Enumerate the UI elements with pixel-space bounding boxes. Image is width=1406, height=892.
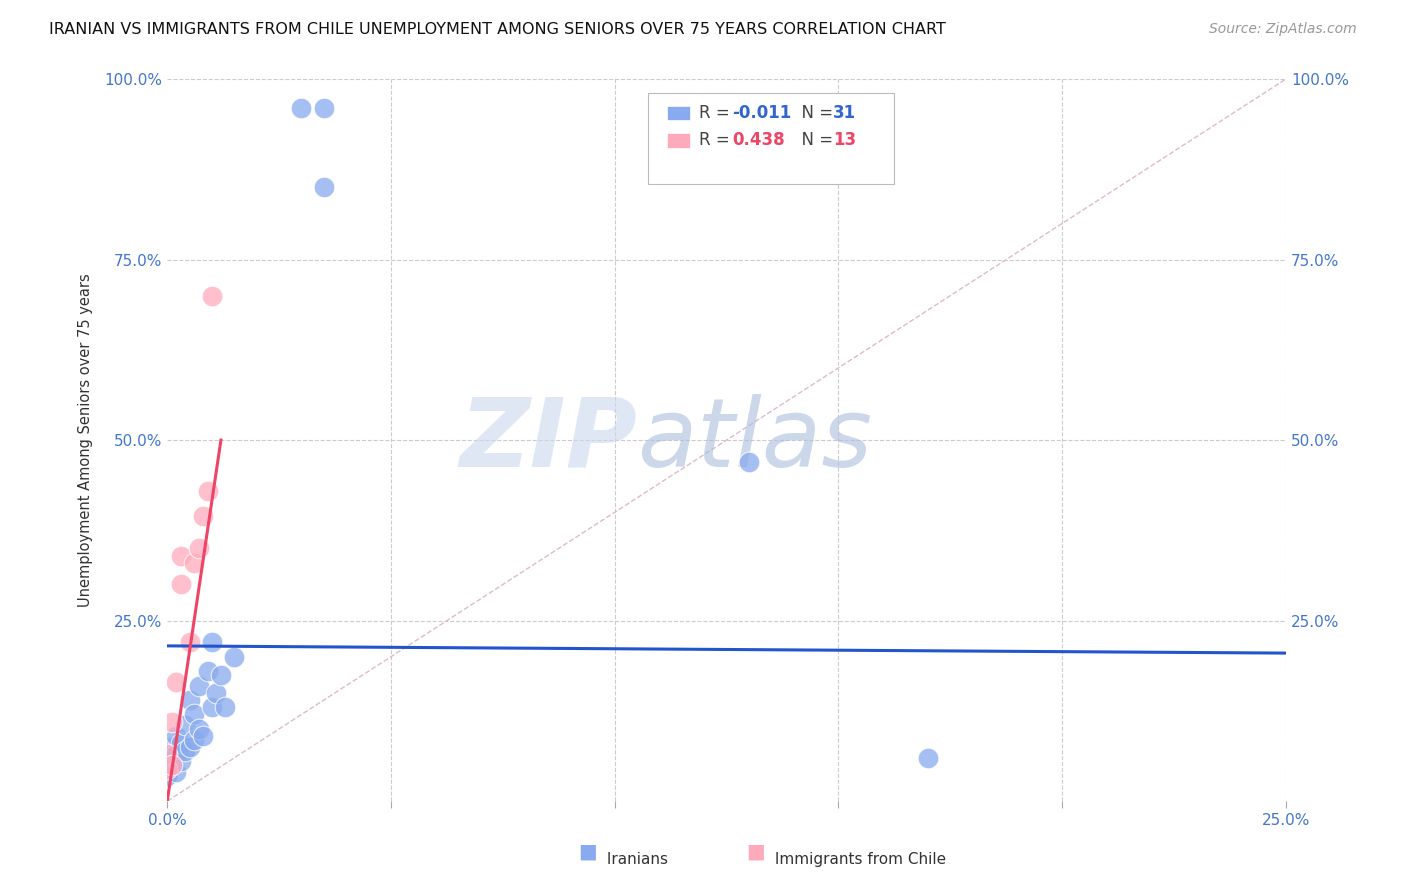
Point xyxy=(191,729,214,743)
Point xyxy=(205,686,228,700)
Point xyxy=(160,758,183,772)
Point xyxy=(156,769,179,783)
Point xyxy=(197,664,219,678)
Text: ▪: ▪ xyxy=(576,838,598,867)
Point xyxy=(165,729,187,743)
Point xyxy=(174,718,197,732)
FancyBboxPatch shape xyxy=(648,94,894,184)
FancyBboxPatch shape xyxy=(668,133,690,147)
Point xyxy=(160,739,183,754)
Point xyxy=(312,101,335,115)
Text: IRANIAN VS IMMIGRANTS FROM CHILE UNEMPLOYMENT AMONG SENIORS OVER 75 YEARS CORREL: IRANIAN VS IMMIGRANTS FROM CHILE UNEMPLO… xyxy=(49,22,946,37)
Point xyxy=(197,483,219,498)
Point xyxy=(183,732,205,747)
Text: Source: ZipAtlas.com: Source: ZipAtlas.com xyxy=(1209,22,1357,37)
Point xyxy=(156,751,179,765)
Text: Iranians: Iranians xyxy=(602,852,668,867)
Point xyxy=(156,747,179,762)
Text: R =: R = xyxy=(699,131,734,149)
Point xyxy=(160,714,183,729)
Text: atlas: atlas xyxy=(637,393,872,486)
Text: 0.438: 0.438 xyxy=(733,131,785,149)
Point xyxy=(312,180,335,194)
Point xyxy=(183,707,205,722)
FancyBboxPatch shape xyxy=(668,105,690,120)
Point xyxy=(169,755,191,769)
Point xyxy=(209,667,232,681)
Point xyxy=(179,635,201,649)
Text: 31: 31 xyxy=(832,104,856,122)
Text: N =: N = xyxy=(792,131,839,149)
Text: N =: N = xyxy=(792,104,839,122)
Point xyxy=(201,288,224,302)
Point xyxy=(179,739,201,754)
Point xyxy=(156,762,179,776)
Point xyxy=(224,649,246,664)
Point xyxy=(169,577,191,591)
Point xyxy=(165,675,187,690)
Text: R =: R = xyxy=(699,104,734,122)
Point xyxy=(165,747,187,762)
Point xyxy=(169,549,191,563)
Point xyxy=(183,556,205,570)
Point xyxy=(187,541,209,556)
Point xyxy=(201,635,224,649)
Y-axis label: Unemployment Among Seniors over 75 years: Unemployment Among Seniors over 75 years xyxy=(79,273,93,607)
Point xyxy=(214,700,236,714)
Point xyxy=(187,679,209,693)
Point xyxy=(191,508,214,523)
Point xyxy=(156,762,179,776)
Text: ZIP: ZIP xyxy=(460,393,637,486)
Point xyxy=(201,700,224,714)
Point xyxy=(165,765,187,780)
Text: 13: 13 xyxy=(832,131,856,149)
Point xyxy=(917,751,939,765)
Text: -0.011: -0.011 xyxy=(733,104,792,122)
Point xyxy=(174,743,197,757)
Point xyxy=(187,722,209,736)
Text: ▪: ▪ xyxy=(745,838,766,867)
Point xyxy=(179,693,201,707)
Point xyxy=(290,101,312,115)
Point xyxy=(169,736,191,750)
Point xyxy=(738,455,761,469)
Point xyxy=(160,758,183,772)
Text: Immigrants from Chile: Immigrants from Chile xyxy=(770,852,946,867)
